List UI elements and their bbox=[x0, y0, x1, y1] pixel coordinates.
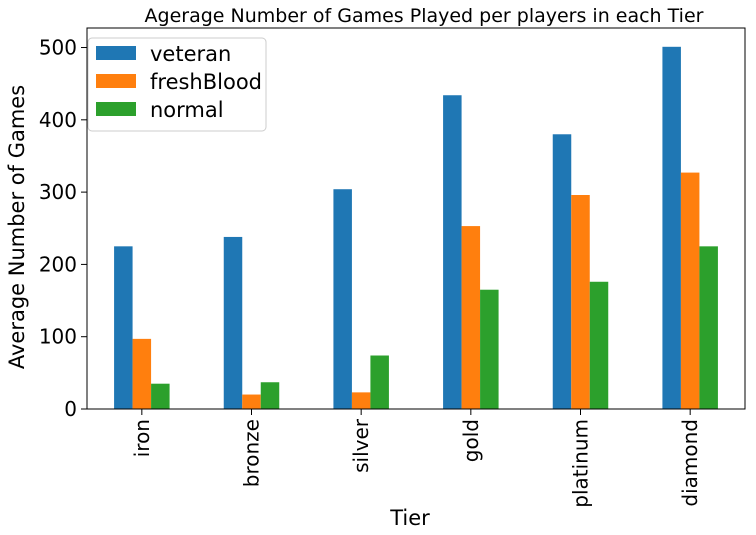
bar-veteran-silver bbox=[333, 189, 352, 409]
bar-normal-iron bbox=[151, 383, 170, 409]
y-tick-label: 400 bbox=[39, 108, 77, 132]
bar-freshBlood-platinum bbox=[571, 195, 590, 409]
plot-frame bbox=[86, 27, 746, 410]
legend-swatch-veteran bbox=[96, 46, 136, 60]
y-tick-label: 300 bbox=[39, 180, 77, 204]
y-tick-label: 0 bbox=[64, 397, 77, 421]
bar-veteran-platinum bbox=[552, 134, 572, 409]
plot-area: 0 100 200 300 400 500 iron bronze silver gold plat… bbox=[39, 27, 746, 508]
x-tick-label-bronze: bronze bbox=[240, 419, 264, 487]
bar-veteran-gold bbox=[443, 95, 462, 410]
bar-veteran-iron bbox=[114, 246, 133, 409]
legend-label-veteran: veteran bbox=[150, 42, 231, 66]
x-tick-label-iron: iron bbox=[130, 419, 154, 457]
y-tick-label: 200 bbox=[39, 252, 77, 276]
x-axis-title: Tier bbox=[389, 506, 430, 530]
bar-normal-diamond bbox=[699, 246, 718, 409]
bar-normal-bronze bbox=[260, 382, 280, 409]
legend-swatch-normal bbox=[96, 102, 136, 116]
x-tick-label-platinum: platinum bbox=[569, 419, 593, 508]
bar-freshBlood-bronze bbox=[242, 394, 261, 409]
x-tick-label-silver: silver bbox=[349, 418, 373, 473]
legend-label-normal: normal bbox=[150, 98, 224, 122]
x-tick-label-diamond: diamond bbox=[678, 419, 702, 507]
legend: veteran freshBlood normal bbox=[87, 37, 267, 132]
bar-normal-gold bbox=[480, 289, 499, 409]
bar-veteran-diamond bbox=[662, 46, 681, 410]
bar-freshBlood-silver bbox=[351, 392, 371, 409]
y-tick-label: 100 bbox=[39, 325, 77, 349]
legend-swatch-freshBlood bbox=[96, 74, 136, 88]
legend-label-freshBlood: freshBlood bbox=[150, 70, 262, 94]
bar-freshBlood-iron bbox=[132, 338, 152, 409]
bar-freshBlood-diamond bbox=[680, 172, 700, 409]
x-tick-label-gold: gold bbox=[459, 419, 483, 462]
bar-veteran-bronze bbox=[223, 236, 243, 409]
y-axis-title: Average Number of Games bbox=[5, 85, 29, 369]
y-tick-label: 500 bbox=[39, 36, 77, 60]
bar-normal-platinum bbox=[589, 281, 609, 409]
bar-normal-silver bbox=[370, 355, 389, 409]
bar-freshBlood-gold bbox=[461, 226, 481, 409]
chart-title: Agerage Number of Games Played per playe… bbox=[145, 5, 704, 27]
